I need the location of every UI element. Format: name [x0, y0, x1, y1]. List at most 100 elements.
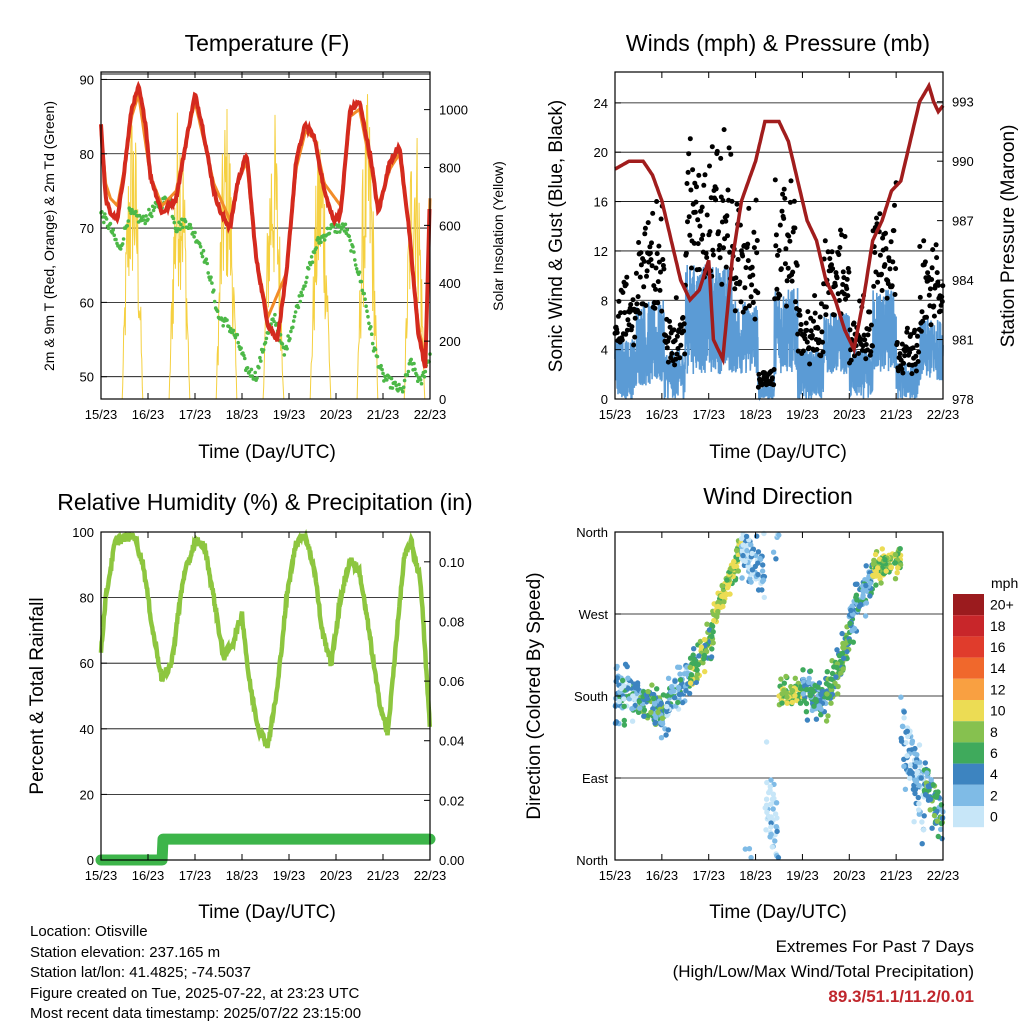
direction-point [768, 801, 774, 807]
gust-point [710, 252, 716, 258]
direction-point [739, 575, 745, 581]
direction-point [769, 796, 776, 802]
direction-point [651, 695, 657, 702]
gust-point [780, 191, 786, 197]
gust-point [616, 298, 622, 304]
gust-point [892, 292, 898, 297]
gust-point [672, 362, 678, 368]
direction-point [614, 663, 620, 670]
direction-point [894, 570, 900, 576]
dewpoint-point [247, 370, 252, 374]
dewpoint-point [322, 238, 327, 242]
gust-point [728, 151, 734, 157]
gust-point [783, 246, 789, 252]
gust-point [872, 250, 878, 255]
gust-point [754, 238, 760, 243]
direction-point [715, 608, 721, 615]
dewpoint-point [380, 367, 384, 372]
gust-point [856, 351, 861, 356]
gust-point [637, 310, 643, 316]
dewpoint-point [249, 367, 254, 372]
direction-point [818, 712, 824, 718]
direction-point [671, 695, 678, 701]
x-tick-label: 19/23 [786, 868, 819, 883]
gust-point [657, 287, 663, 293]
gust-point [796, 307, 802, 313]
direction-point [709, 623, 716, 629]
gust-point [868, 322, 874, 328]
direction-point [715, 603, 721, 610]
x-tick-label: 17/23 [692, 407, 725, 422]
legend-swatch [953, 784, 984, 806]
dewpoint-point [235, 332, 240, 337]
gust-point [889, 283, 895, 289]
gust-point [629, 324, 635, 330]
gust-point [823, 304, 829, 310]
direction-point [807, 668, 814, 674]
y-tick-label: South [574, 689, 608, 704]
dewpoint-point [365, 309, 369, 314]
dewpoint-point [112, 233, 116, 237]
dewpoint-point [104, 217, 109, 221]
dewpoint-point [407, 361, 412, 366]
dewpoint-point [228, 326, 233, 331]
direction-point [829, 670, 836, 677]
gust-point [751, 229, 757, 235]
direction-point [892, 560, 898, 566]
direction-point [906, 770, 913, 776]
dewpoint-point [225, 318, 229, 322]
direction-point [749, 570, 756, 577]
direction-point [767, 784, 773, 790]
extremes-title: Extremes For Past 7 Days [775, 937, 974, 956]
y2-tick-label: 984 [952, 273, 974, 288]
y2-tick-label: 800 [439, 160, 461, 175]
gust-point [717, 243, 723, 248]
x-tick-label: 19/23 [273, 407, 306, 422]
direction-point [836, 653, 843, 659]
dewpoint-point [208, 278, 212, 282]
direction-point [679, 699, 686, 706]
direction-point [757, 555, 763, 562]
direction-point [844, 648, 850, 655]
direction-point [898, 694, 904, 700]
gust-point [634, 301, 640, 307]
gust-point [931, 303, 937, 309]
direction-point [823, 718, 830, 724]
direction-point [879, 546, 885, 552]
gust-point [930, 247, 936, 253]
gust-point [630, 297, 636, 303]
direction-point [754, 533, 760, 539]
gust-point [879, 288, 885, 293]
direction-point [762, 805, 768, 811]
gust-point [664, 345, 670, 351]
direction-point [755, 587, 762, 593]
direction-point [748, 542, 754, 548]
dewpoint-point [193, 230, 197, 235]
direction-point [840, 666, 846, 672]
gust-point [925, 270, 931, 276]
gust-point [784, 278, 790, 284]
direction-point [792, 693, 798, 699]
direction-point [687, 680, 694, 686]
direction-point [835, 691, 841, 697]
gust-point [674, 333, 680, 339]
dewpoint-point [379, 363, 383, 368]
gust-point [907, 350, 913, 355]
gust-point [933, 242, 939, 248]
solar-series [309, 141, 332, 400]
gust-point [695, 217, 701, 223]
direction-point [710, 640, 716, 646]
direction-point [875, 565, 881, 571]
direction-point [800, 691, 807, 697]
legend-label: 6 [990, 745, 998, 761]
dewpoint-point [312, 250, 317, 255]
dewpoint-point [354, 267, 359, 271]
gust-point [726, 145, 732, 151]
temperature-panel: Temperature (F) 15/23 16/23 17/23 18/23 19/2… [41, 30, 506, 463]
direction-point [695, 661, 701, 668]
gust-point [772, 177, 778, 183]
gust-point [875, 279, 881, 285]
gust-point [628, 302, 634, 307]
direction-point [624, 663, 630, 670]
